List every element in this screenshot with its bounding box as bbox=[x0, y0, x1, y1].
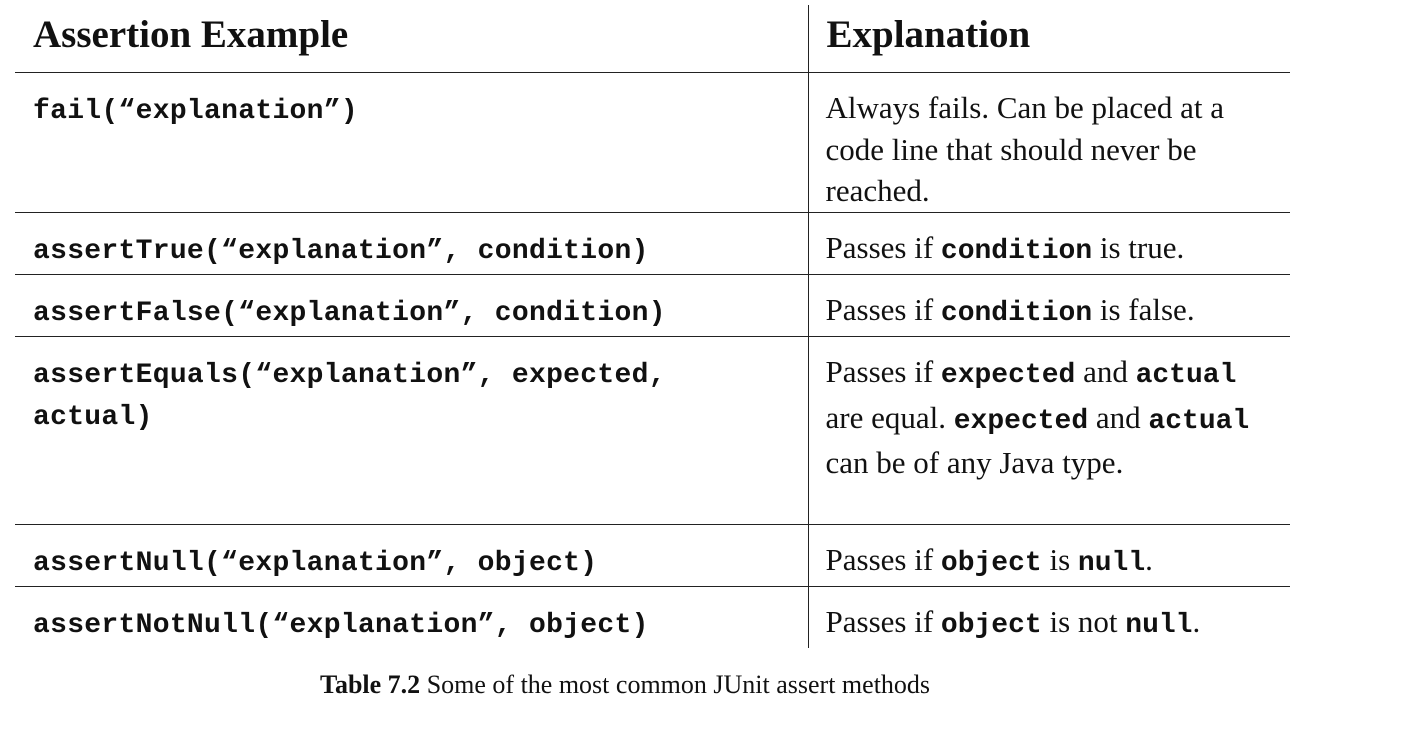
assertion-code: fail(“explanation”) bbox=[15, 72, 808, 213]
header-assertion-example: Assertion Example bbox=[15, 5, 808, 73]
code-term: actual bbox=[1148, 405, 1250, 437]
explanation-text: . bbox=[1145, 542, 1153, 577]
code-term: null bbox=[1125, 610, 1193, 641]
caption-text: Some of the most common JUnit assert met… bbox=[420, 670, 931, 699]
explanation-text: is false. bbox=[1092, 292, 1195, 327]
assertion-code: assertTrue(“explanation”, condition) bbox=[15, 212, 808, 275]
assert-methods-table-container: Assertion Example Explanation fail(“expl… bbox=[15, 5, 1290, 648]
table-caption: Table 7.2 Some of the most common JUnit … bbox=[320, 670, 930, 700]
assertion-code: assertNotNull(“explanation”, object) bbox=[33, 610, 649, 641]
table-row: assertEquals(“explanation”, expected, ac… bbox=[15, 336, 1290, 525]
explanation-text: and bbox=[1075, 354, 1136, 389]
table-row: assertNull(“explanation”, object) Passes… bbox=[15, 524, 1290, 587]
table-row: fail(“explanation”) Always fails. Can be… bbox=[15, 72, 1290, 213]
assertion-explanation: Passes if object is null. bbox=[807, 524, 1290, 587]
explanation-text: Passes if bbox=[825, 542, 941, 577]
assertion-code: assertFalse(“explanation”, condition) bbox=[15, 274, 808, 337]
explanation-text: can be of any Java type. bbox=[825, 445, 1124, 480]
explanation-text: Always fails. Can be placed at a code li… bbox=[825, 90, 1225, 208]
explanation-text: Passes if bbox=[825, 354, 941, 389]
code-term: condition bbox=[940, 236, 1093, 267]
table-header-row: Assertion Example Explanation bbox=[15, 5, 1290, 73]
code-term: object bbox=[940, 610, 1042, 641]
assertion-explanation: Passes if expected and actual are equal.… bbox=[807, 336, 1290, 525]
code-term: actual bbox=[1135, 360, 1237, 391]
assertion-explanation: Passes if condition is false. bbox=[807, 274, 1290, 337]
code-term: expected bbox=[953, 405, 1089, 437]
explanation-text: are equal. bbox=[825, 399, 954, 435]
explanation-text: . bbox=[1192, 604, 1201, 639]
explanation-text: is true. bbox=[1092, 230, 1185, 265]
assertion-explanation: Passes if condition is true. bbox=[807, 212, 1290, 275]
header-explanation: Explanation bbox=[807, 5, 1290, 73]
code-term: null bbox=[1077, 548, 1146, 579]
table-row: assertFalse(“explanation”, condition) Pa… bbox=[15, 274, 1290, 337]
explanation-text: Passes if bbox=[825, 230, 941, 265]
assertion-explanation: Always fails. Can be placed at a code li… bbox=[807, 72, 1290, 213]
assertion-explanation: Passes if object is not null. bbox=[807, 586, 1290, 648]
explanation-text: Passes if bbox=[825, 604, 941, 639]
caption-label: Table 7.2 bbox=[320, 670, 421, 699]
explanation-text: and bbox=[1088, 399, 1149, 435]
table-row: assertTrue(“explanation”, condition) Pas… bbox=[15, 212, 1290, 275]
assertion-code: assertNull(“explanation”, object) bbox=[15, 524, 808, 587]
code-term: object bbox=[940, 548, 1042, 579]
assertion-code: assertEquals(“explanation”, expected, ac… bbox=[15, 336, 808, 525]
explanation-text: Passes if bbox=[825, 292, 941, 327]
explanation-text: is bbox=[1041, 542, 1078, 577]
code-term: condition bbox=[940, 298, 1093, 329]
explanation-text: is not bbox=[1041, 604, 1126, 639]
code-term: expected bbox=[940, 360, 1076, 391]
table-row: assertNotNull(“explanation”, object) Pas… bbox=[15, 586, 1290, 648]
assert-methods-table: Assertion Example Explanation fail(“expl… bbox=[15, 5, 1290, 648]
